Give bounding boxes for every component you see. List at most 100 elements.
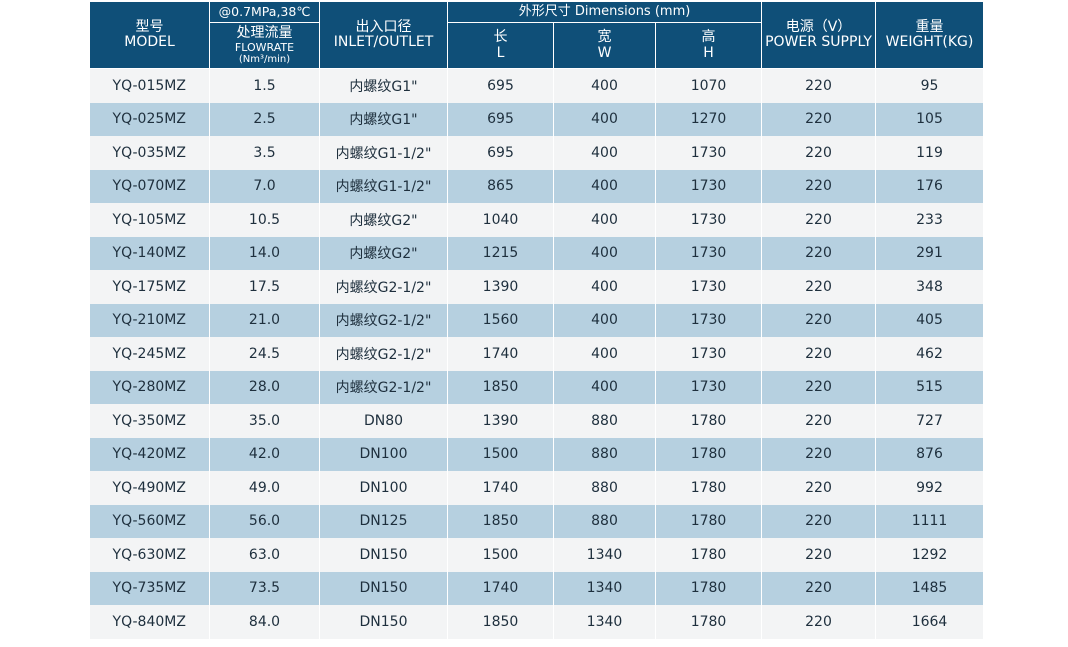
cell-inlet-outlet: 内螺纹G2"	[319, 203, 448, 237]
cell-weight: 515	[875, 370, 985, 404]
table-row: YQ-105MZ 10.5 内螺纹G2" 1040 400 1730 220 233	[89, 203, 985, 237]
cell-power-supply: 220	[761, 203, 877, 237]
cell-length: 1560	[447, 303, 554, 337]
cell-power-supply: 220	[761, 102, 877, 136]
cell-flowrate: 63.0	[209, 538, 320, 572]
cell-inlet-outlet: 内螺纹G2-1/2"	[319, 303, 448, 337]
spec-table: 型号 MODEL @0.7MPa,38℃ 出入口径 INLET/OUTLET 外…	[89, 1, 985, 639]
cell-power-supply: 220	[761, 236, 877, 270]
cell-power-supply: 220	[761, 337, 877, 371]
cell-weight: 1664	[875, 605, 985, 639]
cell-width: 880	[553, 437, 656, 471]
cell-width: 880	[553, 504, 656, 538]
cell-model: YQ-630MZ	[89, 538, 210, 572]
cell-length: 1740	[447, 337, 554, 371]
cell-power-supply: 220	[761, 538, 877, 572]
table-row: YQ-025MZ 2.5 内螺纹G1" 695 400 1270 220 105	[89, 102, 985, 136]
cell-height: 1780	[655, 437, 763, 471]
cell-height: 1730	[655, 337, 763, 371]
cell-length: 695	[447, 102, 554, 136]
cell-length: 1040	[447, 203, 554, 237]
header-flow-zh: 处理流量	[236, 25, 293, 42]
header-width-en: W	[597, 44, 612, 61]
cell-width: 400	[553, 270, 656, 304]
table-row: YQ-070MZ 7.0 内螺纹G1-1/2" 865 400 1730 220 176	[89, 169, 985, 203]
cell-weight: 876	[875, 437, 985, 471]
cell-model: YQ-175MZ	[89, 270, 210, 304]
cell-flowrate: 84.0	[209, 605, 320, 639]
cell-width: 400	[553, 136, 656, 170]
table-row: YQ-630MZ 63.0 DN150 1500 1340 1780 220 1292	[89, 538, 985, 572]
cell-height: 1730	[655, 303, 763, 337]
cell-weight: 233	[875, 203, 985, 237]
table-row: YQ-420MZ 42.0 DN100 1500 880 1780 220 876	[89, 437, 985, 471]
cell-weight: 119	[875, 136, 985, 170]
cell-length: 1500	[447, 538, 554, 572]
header-height-zh: 高	[701, 29, 716, 46]
cell-length: 1850	[447, 370, 554, 404]
cell-width: 400	[553, 68, 656, 103]
cell-inlet-outlet: DN100	[319, 437, 448, 471]
cell-weight: 348	[875, 270, 985, 304]
table-row: YQ-490MZ 49.0 DN100 1740 880 1780 220 992	[89, 471, 985, 505]
cell-model: YQ-105MZ	[89, 203, 210, 237]
table-row: YQ-140MZ 14.0 内螺纹G2" 1215 400 1730 220 291	[89, 236, 985, 270]
cell-weight: 291	[875, 236, 985, 270]
header-model-zh: 型号	[135, 18, 164, 35]
cell-inlet-outlet: 内螺纹G1-1/2"	[319, 169, 448, 203]
cell-width: 400	[553, 370, 656, 404]
cell-length: 1740	[447, 471, 554, 505]
cell-height: 1780	[655, 605, 763, 639]
table-row: YQ-280MZ 28.0 内螺纹G2-1/2" 1850 400 1730 220 515	[89, 370, 985, 404]
cell-model: YQ-035MZ	[89, 136, 210, 170]
header-weight-en: WEIGHT(KG)	[885, 34, 974, 50]
cell-length: 1390	[447, 404, 554, 438]
table-row: YQ-245MZ 24.5 内螺纹G2-1/2" 1740 400 1730 220 462	[89, 337, 985, 371]
table-row: YQ-210MZ 21.0 内螺纹G2-1/2" 1560 400 1730 220 405	[89, 303, 985, 337]
cell-width: 1340	[553, 538, 656, 572]
cell-flowrate: 35.0	[209, 404, 320, 438]
table-row: YQ-350MZ 35.0 DN80 1390 880 1780 220 727	[89, 404, 985, 438]
cell-flowrate: 7.0	[209, 169, 320, 203]
cell-model: YQ-210MZ	[89, 303, 210, 337]
cell-height: 1270	[655, 102, 763, 136]
cell-length: 1500	[447, 437, 554, 471]
cell-inlet-outlet: 内螺纹G2"	[319, 236, 448, 270]
cell-model: YQ-560MZ	[89, 504, 210, 538]
cell-inlet-outlet: DN125	[319, 504, 448, 538]
cell-flowrate: 42.0	[209, 437, 320, 471]
cell-weight: 727	[875, 404, 985, 438]
table-row: YQ-175MZ 17.5 内螺纹G2-1/2" 1390 400 1730 220 348	[89, 270, 985, 304]
header-height-en: H	[703, 44, 714, 61]
cell-flowrate: 21.0	[209, 303, 320, 337]
cell-power-supply: 220	[761, 68, 877, 103]
cell-length: 1215	[447, 236, 554, 270]
cell-flowrate: 17.5	[209, 270, 320, 304]
cell-width: 400	[553, 236, 656, 270]
table-row: YQ-840MZ 84.0 DN150 1850 1340 1780 220 1664	[89, 605, 985, 639]
cell-height: 1730	[655, 370, 763, 404]
cell-flowrate: 56.0	[209, 504, 320, 538]
table-row: YQ-560MZ 56.0 DN125 1850 880 1780 220 1111	[89, 504, 985, 538]
cell-flowrate: 24.5	[209, 337, 320, 371]
cell-inlet-outlet: 内螺纹G2-1/2"	[319, 337, 448, 371]
cell-inlet-outlet: 内螺纹G1"	[319, 102, 448, 136]
table-row: YQ-035MZ 3.5 内螺纹G1-1/2" 695 400 1730 220 119	[89, 136, 985, 170]
cell-height: 1070	[655, 68, 763, 103]
table-body: YQ-015MZ 1.5 内螺纹G1" 695 400 1070 220 95 YQ-025MZ…	[89, 68, 985, 639]
cell-power-supply: 220	[761, 504, 877, 538]
cell-height: 1730	[655, 136, 763, 170]
header-length-zh: 长	[493, 29, 508, 46]
cell-height: 1780	[655, 471, 763, 505]
cell-length: 695	[447, 68, 554, 103]
cell-power-supply: 220	[761, 270, 877, 304]
cell-weight: 1485	[875, 571, 985, 605]
cell-weight: 462	[875, 337, 985, 371]
header-inlet: 出入口径 INLET/OUTLET	[319, 1, 448, 69]
cell-model: YQ-245MZ	[89, 337, 210, 371]
cell-width: 400	[553, 303, 656, 337]
cell-model: YQ-070MZ	[89, 169, 210, 203]
cell-weight: 992	[875, 471, 985, 505]
cell-model: YQ-025MZ	[89, 102, 210, 136]
cell-power-supply: 220	[761, 571, 877, 605]
